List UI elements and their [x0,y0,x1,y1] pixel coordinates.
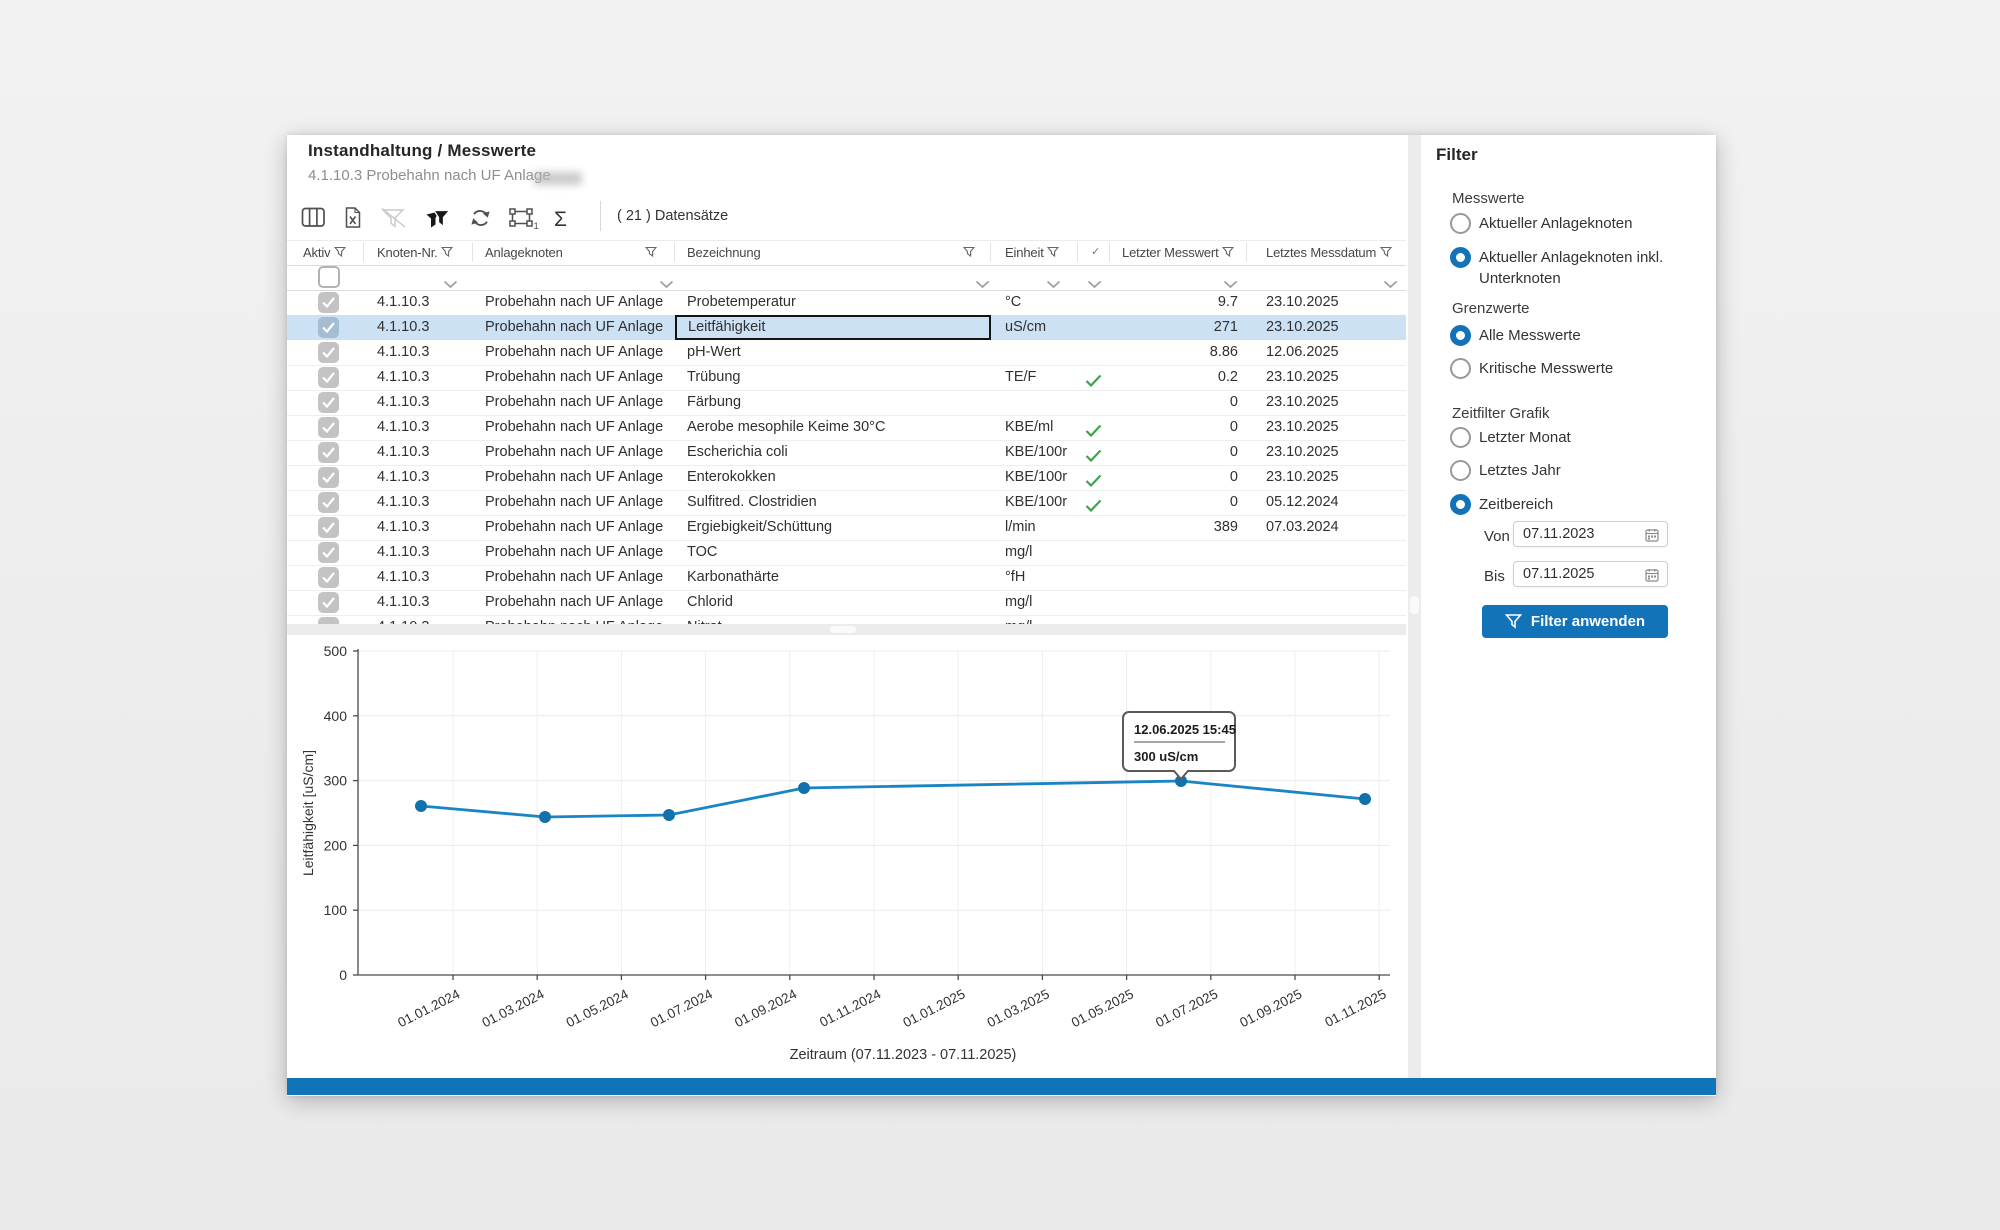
svg-text:01.01.2025: 01.01.2025 [901,986,968,1030]
svg-text:100: 100 [324,902,348,918]
svg-text:1: 1 [534,221,539,231]
svg-text:01.07.2025: 01.07.2025 [1153,986,1220,1030]
svg-text:01.09.2024: 01.09.2024 [732,986,799,1030]
svg-text:400: 400 [324,708,348,724]
svg-text:Leitfähigkeit [uS/cm]: Leitfähigkeit [uS/cm] [300,750,316,876]
svg-text:01.01.2024: 01.01.2024 [395,986,462,1030]
svg-text:12.06.2025 15:45: 12.06.2025 15:45 [1134,722,1236,737]
svg-text:Zeitraum (07.11.2023 - 07.11.2: Zeitraum (07.11.2023 - 07.11.2025) [790,1047,1017,1063]
svg-text:01.11.2024: 01.11.2024 [817,986,884,1030]
svg-text:500: 500 [324,643,348,659]
svg-text:01.03.2024: 01.03.2024 [480,986,547,1030]
svg-text:0: 0 [339,967,347,983]
svg-text:01.05.2024: 01.05.2024 [564,986,631,1030]
svg-text:01.07.2024: 01.07.2024 [648,986,715,1030]
svg-text:01.09.2025: 01.09.2025 [1237,986,1304,1030]
svg-text:300 uS/cm: 300 uS/cm [1134,749,1198,764]
svg-text:01.03.2025: 01.03.2025 [985,986,1052,1030]
svg-text:01.05.2025: 01.05.2025 [1069,986,1136,1030]
svg-text:200: 200 [324,837,348,853]
svg-text:300: 300 [324,773,348,789]
svg-text:01.11.2025: 01.11.2025 [1322,986,1388,1030]
svg-text:Σ: Σ [554,208,567,231]
